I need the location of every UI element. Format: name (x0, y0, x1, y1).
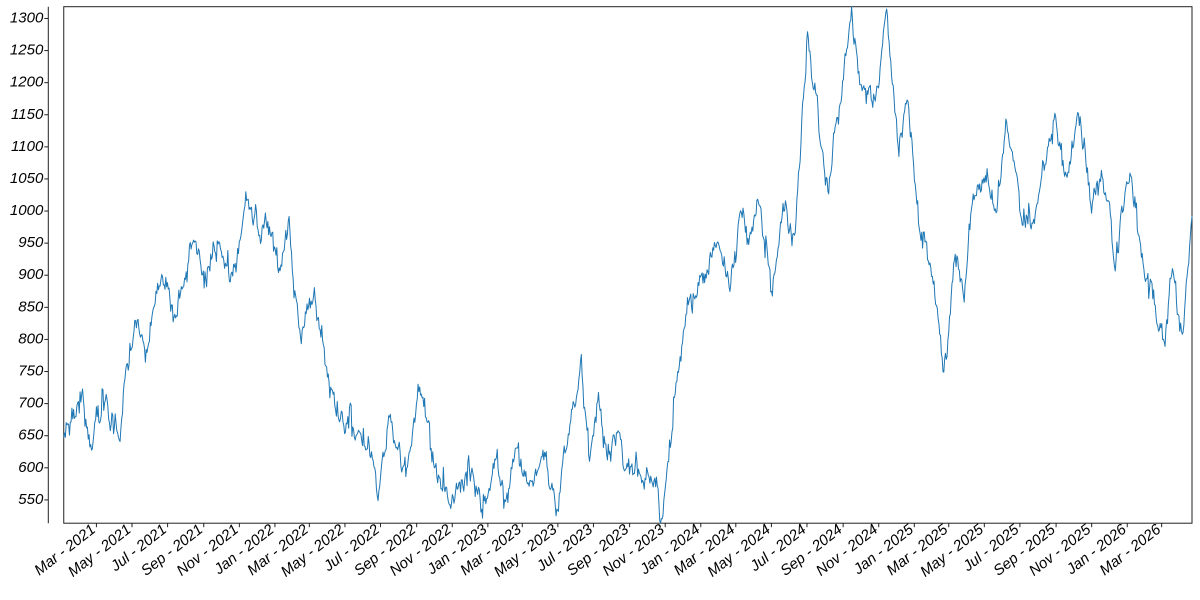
svg-text:750: 750 (18, 363, 44, 380)
svg-text:800: 800 (18, 330, 44, 347)
svg-text:1100: 1100 (11, 138, 44, 155)
svg-text:1200: 1200 (10, 74, 44, 91)
svg-text:950: 950 (18, 234, 44, 251)
svg-text:900: 900 (18, 266, 44, 283)
svg-text:1000: 1000 (10, 202, 44, 219)
svg-text:650: 650 (18, 427, 44, 444)
svg-text:1050: 1050 (10, 170, 44, 187)
svg-text:550: 550 (18, 491, 44, 508)
svg-text:1250: 1250 (10, 42, 44, 59)
svg-text:850: 850 (18, 298, 44, 315)
svg-text:700: 700 (18, 395, 44, 412)
svg-text:600: 600 (18, 459, 44, 476)
svg-text:1300: 1300 (10, 9, 44, 26)
svg-text:1150: 1150 (11, 106, 44, 123)
